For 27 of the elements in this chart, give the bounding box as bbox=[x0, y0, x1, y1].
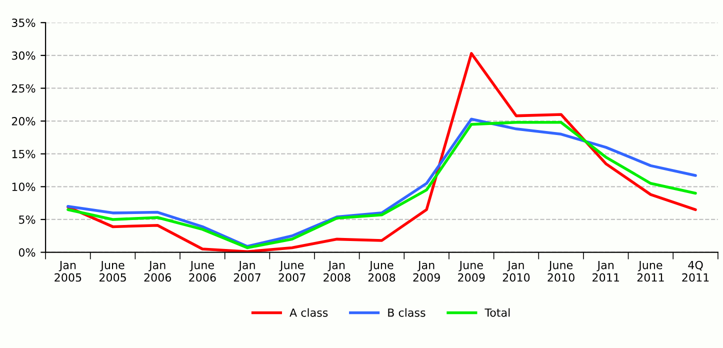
legend-label: B class bbox=[388, 308, 426, 317]
y-tick-label: 30% bbox=[12, 51, 36, 60]
x-tick-label: June 2008 bbox=[368, 260, 396, 282]
x-tick-label: June 2009 bbox=[458, 260, 485, 282]
y-tick-label: 25% bbox=[12, 84, 36, 93]
y-tick-label: 35% bbox=[12, 18, 36, 27]
y-tick-label: 10% bbox=[12, 182, 36, 192]
y-tick-label: 20% bbox=[12, 117, 36, 126]
x-tick-label: Jan 2011 bbox=[592, 260, 619, 282]
x-tick-label: 4Q 2011 bbox=[682, 260, 709, 282]
x-tick-label: Jan 2008 bbox=[324, 260, 350, 282]
x-tick-label: Jan 2009 bbox=[413, 260, 440, 282]
x-tick-label: Jan 2007 bbox=[234, 260, 260, 282]
y-tick-label: 0% bbox=[18, 248, 36, 257]
x-tick-label: Jan 2005 bbox=[54, 260, 82, 282]
line-series bbox=[66, 52, 697, 252]
x-tick-label: June 2007 bbox=[278, 260, 306, 282]
y-tick-label: 5% bbox=[19, 215, 36, 224]
legend-label: Total bbox=[484, 308, 510, 317]
x-tick-label: June 2005 bbox=[99, 260, 126, 282]
x-tick-label: Jan 2010 bbox=[502, 260, 530, 282]
legend-label: A class bbox=[290, 308, 328, 317]
x-tick-label: June 2010 bbox=[548, 260, 574, 282]
x-tick-label: Jan 2006 bbox=[144, 260, 172, 282]
x-tick-label: June 2006 bbox=[189, 260, 216, 282]
x-tick-label: June 2011 bbox=[637, 260, 664, 282]
y-tick-label: 15% bbox=[12, 150, 36, 158]
